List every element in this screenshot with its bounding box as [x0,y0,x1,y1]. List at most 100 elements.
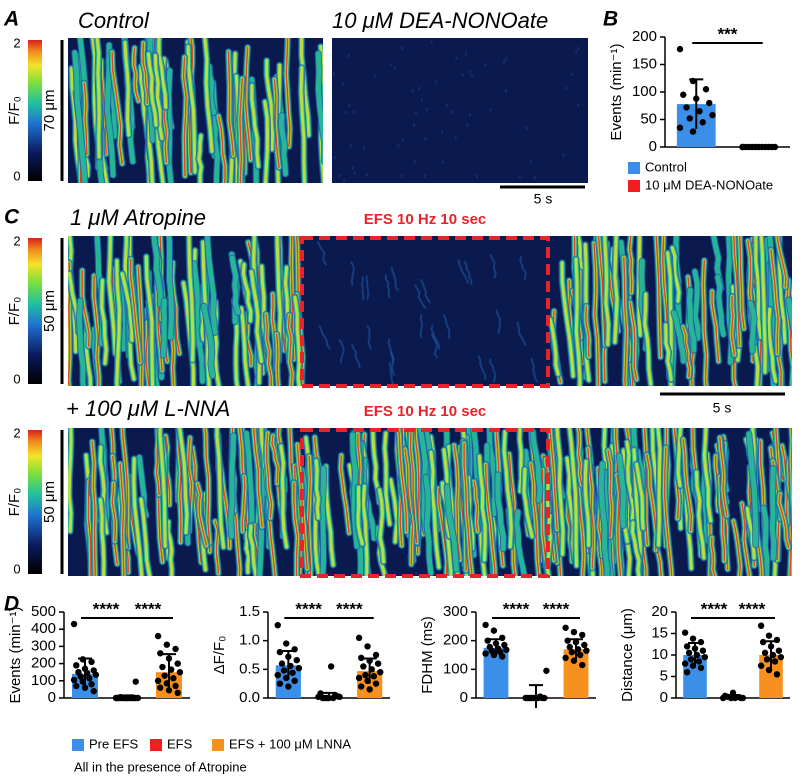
data-point [79,678,87,685]
kymo-streak [390,266,399,292]
data-point [581,641,588,649]
data-point [123,694,131,702]
data-point [579,661,586,669]
kymo-streak [278,113,288,177]
data-point [358,683,365,690]
y-tick-label: 1.5 [239,603,260,620]
data-point [696,108,703,115]
kymo-streak [587,448,595,569]
kymo-streak [502,430,513,549]
data-point [92,671,100,678]
data-point [366,686,373,693]
kymo-speckle [333,156,336,160]
kymo-streak [91,440,96,576]
legend-swatch [72,739,84,751]
kymo-speckle [489,108,492,112]
kymo-streak [227,50,235,157]
panel-label: D [4,593,19,616]
kymo-streak [423,474,434,576]
legend-swatch [150,739,162,751]
data-point [174,660,181,667]
data-point [372,651,380,659]
kymo-streak [388,361,396,386]
kymo-streak [549,428,558,531]
kymo-streak [489,253,497,279]
kymo-speckle [466,123,469,127]
colorbar-label: F/F₀ [6,96,23,125]
data-point [568,648,576,656]
data-point [769,651,777,659]
y-tick-label: 150 [632,55,657,72]
data-point [172,682,179,690]
data-point [368,666,375,673]
stimulus-box [300,236,550,388]
y-tick-label: 0 [649,138,657,155]
data-point [499,653,506,660]
data-point [86,675,93,682]
kymo-streak [137,266,143,386]
kymo-speckle [349,144,352,148]
kymo-streak [663,447,673,576]
data-point [79,656,87,663]
kymo-streak [686,287,697,353]
legend-swatch [628,162,640,174]
data-point [765,666,773,674]
data-point [484,637,491,644]
kymo-streak [759,236,767,374]
kymo-streak [516,321,527,346]
kymo-streak [146,52,158,127]
data-point [321,694,328,702]
kymo-streak [144,255,155,386]
kymo-speckle [430,40,433,44]
colorbar-label: F/F₀ [6,488,23,517]
data-point [706,99,713,107]
significance-label: **** [543,599,570,618]
kymograph [68,38,323,183]
data-point [579,631,586,639]
data-point [681,629,689,636]
kymo-streak [530,429,543,503]
kymo-streak [187,236,195,362]
kymo-speckle [421,98,424,102]
kymo-streak [100,279,108,365]
data-point [676,45,684,53]
data-point [130,694,137,702]
kymo-streak [188,105,192,174]
data-point [709,111,716,119]
kymo-speckle [390,63,393,67]
data-point [336,693,343,701]
data-point [683,643,691,650]
data-point [364,677,371,684]
kymo-streak [319,465,327,576]
kymo-streak [263,100,270,183]
kymo-streak [682,326,691,378]
kymo-streak [257,466,265,576]
legend-label: Pre EFS [89,736,138,751]
data-point [686,115,693,122]
data-point [370,673,378,680]
data-point [132,678,139,685]
data-point [88,681,95,688]
kymo-streak [778,493,790,549]
kymo-speckle [347,54,350,58]
y-tick-label: 0 [660,689,668,706]
y-tick-label: 400 [31,620,56,637]
kymo-speckle [533,176,536,180]
colorbar-tick-label: 0 [13,371,20,386]
data-point [291,646,298,653]
kymo-streak [420,279,431,304]
y-tick-label: 100 [443,660,468,677]
kymo-streak [786,297,792,334]
data-point [157,650,164,657]
kymo-streak [360,276,365,301]
kymo-speckle [451,110,454,114]
kymo-speckle [351,166,354,170]
kymo-streak [568,428,578,568]
kymo-streak [489,358,497,383]
legend-note: All in the presence of Atropine [74,759,247,774]
kymo-streak [166,68,174,183]
data-point [362,671,369,679]
significance-label: **** [93,599,120,618]
y-tick-label: 300 [443,603,468,620]
data-point [773,636,781,644]
